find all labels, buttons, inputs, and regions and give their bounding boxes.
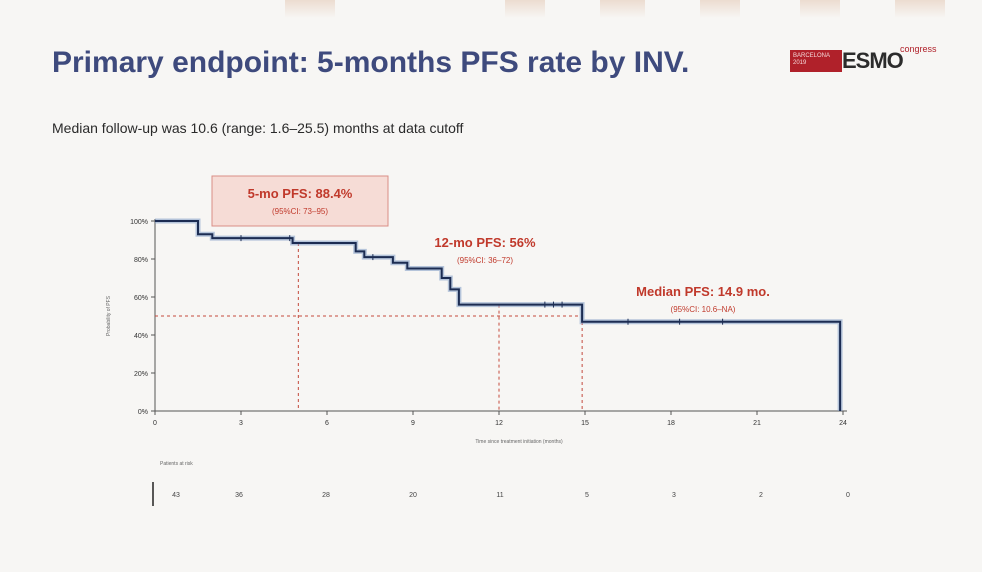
y-tick-label: 80% [134, 257, 148, 264]
annotations: 5-mo PFS: 88.4% (95%CI: 73–95) 12-mo PFS: … [211, 175, 770, 314]
x-tick-label: 15 [581, 420, 589, 427]
header-decoration [600, 0, 645, 18]
chart-axes: 0% 20% 40% 60% 80% 100% 0 3 6 9 12 15 18 21 24 Time sin… [106, 219, 847, 445]
survival-curve [155, 220, 842, 411]
y-tick-label: 20% [134, 371, 148, 378]
y-tick-label: 40% [134, 333, 148, 340]
at-risk-value: 2 [759, 492, 763, 499]
x-tick-label: 9 [411, 420, 415, 427]
header-decoration [895, 0, 945, 18]
x-tick-label: 24 [839, 420, 847, 427]
header-decoration [800, 0, 840, 18]
logo-badge-text: BARCELONA 2019 [793, 53, 830, 66]
header-decoration [700, 0, 740, 18]
annotation-box [211, 175, 389, 227]
x-tick-label: 12 [495, 420, 503, 427]
at-risk-value: 0 [846, 492, 850, 499]
logo-text: ESMO [842, 48, 904, 73]
at-risk-value: 20 [409, 492, 417, 499]
annotation-ci: (95%CI: 10.6–NA) [671, 305, 736, 314]
y-tick-label: 60% [134, 295, 148, 302]
logo-badge: BARCELONA 2019 [790, 50, 842, 72]
esmo-logo: BARCELONA 2019 ESMO congress [790, 44, 940, 76]
annotation-title: 5-mo PFS: 88.4% [248, 186, 353, 201]
x-axis-label: Time since treatment initiation (months) [475, 439, 563, 445]
x-tick-label: 6 [325, 420, 329, 427]
annotation-ci: (95%CI: 36–72) [457, 256, 513, 265]
y-tick-label: 0% [138, 409, 148, 416]
at-risk-value: 11 [496, 492, 503, 499]
x-tick-label: 3 [239, 420, 243, 427]
x-tick-label: 21 [753, 420, 761, 427]
annotation-title: Median PFS: 14.9 mo. [636, 284, 770, 299]
annotation-ci: (95%CI: 73–95) [272, 207, 328, 216]
y-axis-label: Probability of PFS [106, 295, 112, 336]
annotation-title: 12-mo PFS: 56% [434, 235, 536, 250]
survival-curve-group [155, 218, 843, 411]
at-risk-label: Patients at risk [160, 461, 193, 467]
slide-subtitle: Median follow-up was 10.6 (range: 1.6–25… [52, 120, 464, 136]
at-risk-value: 36 [235, 492, 243, 499]
at-risk-value: 43 [172, 492, 180, 499]
at-risk-value: 5 [585, 492, 589, 499]
x-tick-label: 18 [667, 420, 675, 427]
header-decoration [505, 0, 545, 18]
header-decoration [285, 0, 335, 18]
at-risk-value: 28 [322, 492, 330, 499]
logo-superscript: congress [900, 44, 937, 54]
x-tick-label: 0 [153, 420, 157, 427]
reference-lines [155, 243, 583, 411]
y-tick-label: 100% [130, 219, 148, 226]
at-risk-value: 3 [672, 492, 676, 499]
slide-title: Primary endpoint: 5-months PFS rate by I… [52, 46, 690, 79]
